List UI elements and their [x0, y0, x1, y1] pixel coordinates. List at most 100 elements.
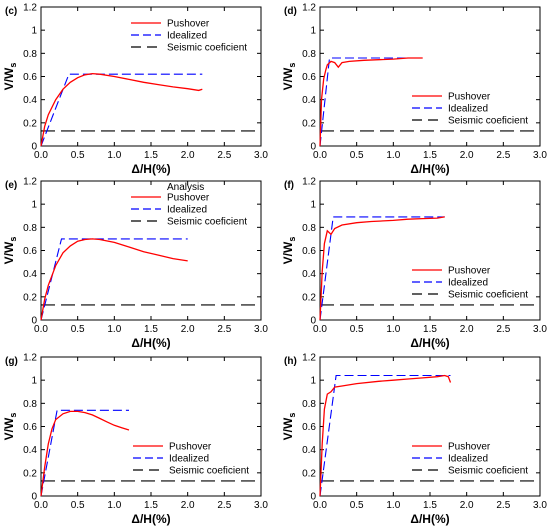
- y-axis-label: V/Ws: [2, 63, 18, 91]
- x-tick-label: 2.0: [181, 500, 195, 511]
- y-axis-label: V/Ws: [2, 237, 18, 265]
- y-tick-label: 0.6: [23, 246, 37, 257]
- x-tick-label: 1.0: [386, 150, 400, 161]
- x-tick-label: 1.5: [144, 324, 158, 335]
- x-tick-label: 0.0: [34, 500, 48, 511]
- legend-entry: Seismic coeficient: [169, 466, 249, 477]
- y-axis-label: V/Ws: [281, 413, 297, 441]
- y-tick-label: 0.8: [302, 223, 316, 234]
- y-tick-label: 0.4: [23, 269, 37, 280]
- series-line-pushover: [40, 72, 203, 147]
- y-tick-label: 0.4: [302, 445, 316, 456]
- y-axis-label-main: V/W: [2, 417, 16, 440]
- y-tick-label: 0.6: [302, 422, 316, 433]
- y-tick-label: 0.6: [302, 246, 316, 257]
- x-tick-label: 1.0: [107, 150, 121, 161]
- x-axis-label: Δ/H(%): [131, 512, 170, 526]
- panel-h: 0.0 0.5 1.0 1.5 2.0 2.5 3.0 0 0.2 0.4 0.6 0.8 1 1.2 (h…: [281, 353, 547, 527]
- panel-label: (d): [284, 6, 297, 17]
- series-line-idealized: [40, 238, 188, 321]
- panel-label: (e): [5, 180, 17, 191]
- y-tick-label: 1: [310, 376, 316, 387]
- x-tick-label: 3.0: [254, 324, 268, 335]
- panel-g: 0.0 0.5 1.0 1.5 2.0 2.5 3.0 0 0.2 0.4 0.6 0.8 1 1.2 (g…: [2, 353, 268, 527]
- legend-title: Analysis: [167, 182, 204, 193]
- panel-f: 0.0 0.5 1.0 1.5 2.0 2.5 3.0 0 0.2 0.4 0.6 0.8 1 1.2 (f…: [281, 177, 547, 351]
- y-tick-label: 0.4: [302, 269, 316, 280]
- y-tick-label: 0.6: [23, 422, 37, 433]
- y-tick-label: 0: [310, 316, 316, 327]
- y-axis-label-main: V/W: [2, 241, 16, 264]
- series-line-idealized: [40, 73, 203, 147]
- y-tick-label: 1: [31, 26, 37, 37]
- x-tick-label: 3.0: [533, 324, 547, 335]
- legend-entry: Pushover: [448, 92, 491, 103]
- plot-frame: [40, 180, 262, 321]
- legend-entry: Pushover: [167, 19, 210, 30]
- series-line-pushover: [319, 216, 445, 321]
- legend-entry: Seismic coeficient: [448, 290, 528, 301]
- legend-entry: Seismic coeficient: [167, 217, 247, 228]
- series-line-idealized: [319, 57, 423, 147]
- x-tick-label: 2.0: [460, 324, 474, 335]
- series-line-pushover: [319, 57, 423, 147]
- legend-entry: Idealized: [167, 205, 207, 216]
- x-tick-label: 0.0: [313, 500, 327, 511]
- x-tick-label: 3.0: [254, 500, 268, 511]
- x-tick-label: 1.5: [144, 500, 158, 511]
- y-tick-label: 0.2: [302, 118, 316, 129]
- y-axis-label: V/Ws: [2, 413, 18, 441]
- x-tick-label: 2.5: [496, 150, 510, 161]
- y-axis-label-main: V/W: [281, 67, 295, 90]
- x-axis-label: Δ/H(%): [410, 162, 449, 176]
- y-tick-label: 1.2: [23, 353, 37, 364]
- y-axis-label-sub: s: [8, 237, 18, 242]
- y-tick-label: 0.2: [302, 292, 316, 303]
- y-tick-label: 1: [310, 26, 316, 37]
- y-tick-label: 0.4: [302, 95, 316, 106]
- legend-entry: Idealized: [448, 454, 488, 465]
- y-tick-label: 0: [31, 492, 37, 503]
- y-axis-label-sub: s: [287, 63, 297, 68]
- legend-entry: Pushover: [448, 266, 491, 277]
- x-tick-label: 1.0: [386, 500, 400, 511]
- legend-entry: Seismic coeficient: [167, 43, 247, 54]
- y-tick-label: 1.2: [302, 3, 316, 14]
- y-axis-label: V/Ws: [281, 237, 297, 265]
- x-tick-label: 2.5: [496, 500, 510, 511]
- legend-entry: Pushover: [169, 442, 212, 453]
- x-tick-label: 2.0: [460, 150, 474, 161]
- x-tick-label: 0.5: [71, 150, 85, 161]
- series-line-pushover: [40, 238, 188, 321]
- y-tick-label: 0.4: [23, 445, 37, 456]
- series-line-pushover: [40, 410, 130, 497]
- y-tick-label: 1: [31, 376, 37, 387]
- panel-label: (f): [284, 180, 294, 191]
- legend-entry: Pushover: [448, 442, 491, 453]
- panel-e: 0.0 0.5 1.0 1.5 2.0 2.5 3.0 0 0.2 0.4 0.6 0.8 1 1.2 (e…: [2, 177, 268, 351]
- y-axis-label-main: V/W: [2, 67, 16, 90]
- y-axis-label-main: V/W: [281, 241, 295, 264]
- y-tick-label: 0.4: [23, 95, 37, 106]
- y-axis-label: V/Ws: [281, 63, 297, 91]
- series-line-idealized: [319, 216, 445, 321]
- x-tick-label: 3.0: [533, 500, 547, 511]
- y-tick-label: 0.2: [23, 292, 37, 303]
- y-tick-label: 0.8: [23, 223, 37, 234]
- legend-entry: Idealized: [169, 454, 209, 465]
- legend-entry: Seismic coeficient: [448, 466, 528, 477]
- x-tick-label: 0.0: [34, 324, 48, 335]
- legend-entry: Pushover: [167, 193, 210, 204]
- x-tick-label: 0.5: [71, 324, 85, 335]
- y-tick-label: 1.2: [23, 177, 37, 188]
- series-line-idealized: [40, 409, 129, 497]
- x-tick-label: 3.0: [254, 150, 268, 161]
- y-tick-label: 1: [31, 200, 37, 211]
- y-tick-label: 0.2: [302, 468, 316, 479]
- x-tick-label: 3.0: [533, 150, 547, 161]
- y-tick-label: 1: [310, 200, 316, 211]
- panel-label: (c): [5, 6, 17, 17]
- x-tick-label: 2.5: [217, 150, 231, 161]
- x-tick-label: 1.0: [107, 324, 121, 335]
- x-tick-label: 2.0: [181, 324, 195, 335]
